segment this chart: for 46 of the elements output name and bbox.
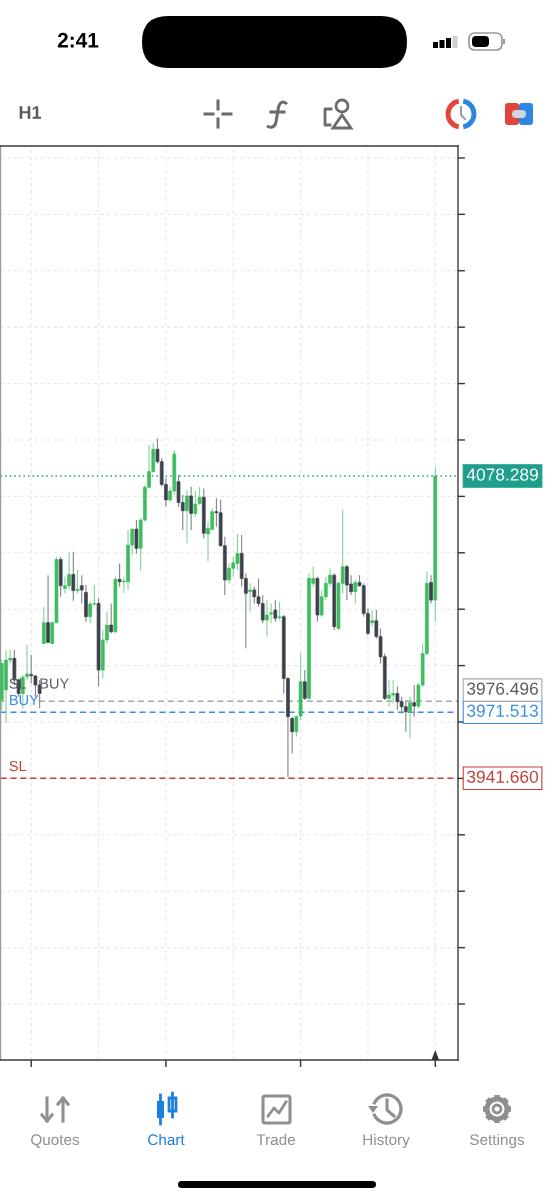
ref-line-label: 3976.496: [467, 682, 538, 695]
candlestick: [37, 679, 42, 709]
candlestick: [88, 601, 92, 624]
candlestick: [260, 594, 265, 624]
candlestick: [46, 574, 50, 645]
text: Quotes: [31, 1134, 80, 1148]
ref-line-label: 4078.289: [466, 468, 538, 481]
ref-line-label: 3971.513: [467, 704, 538, 717]
candlestick: [75, 569, 80, 594]
candlestick: [395, 686, 400, 711]
candlestick: [387, 679, 391, 708]
candlestick: [67, 552, 71, 590]
candlestick: [353, 579, 358, 604]
candlestick: [429, 574, 433, 604]
candlestick: [302, 669, 307, 701]
text: 2:41: [57, 32, 99, 48]
annotation: BUY: [40, 678, 69, 689]
candlestick: [248, 582, 252, 613]
candlestick: [412, 684, 417, 718]
candlestick: [265, 599, 269, 638]
ref-line-label: 3941.660: [467, 770, 539, 783]
candlestick: [185, 489, 189, 544]
candlestick: [408, 696, 412, 739]
text: Settings: [470, 1133, 525, 1149]
candlestick: [42, 606, 46, 645]
annotation: SL: [9, 678, 27, 689]
candlestick: [29, 654, 34, 684]
candlestick: [227, 562, 231, 584]
candlestick: [109, 602, 114, 634]
candlestick: [193, 490, 198, 518]
text: Trade: [256, 1133, 295, 1146]
candlestick: [403, 699, 408, 733]
text: H1: [19, 106, 42, 119]
annotation: BUY: [10, 695, 39, 706]
annotation: SL: [9, 760, 27, 772]
candlestick: [117, 562, 122, 588]
text: History: [363, 1133, 410, 1149]
candlestick: [277, 601, 282, 621]
candlestick: [345, 564, 349, 601]
candlestick: [134, 519, 139, 555]
text: Chart: [148, 1133, 185, 1146]
candlestick: [391, 679, 396, 704]
candlestick: [189, 486, 193, 531]
candlestick: [71, 551, 76, 602]
candlestick: [273, 599, 278, 623]
candlestick: [370, 609, 374, 628]
